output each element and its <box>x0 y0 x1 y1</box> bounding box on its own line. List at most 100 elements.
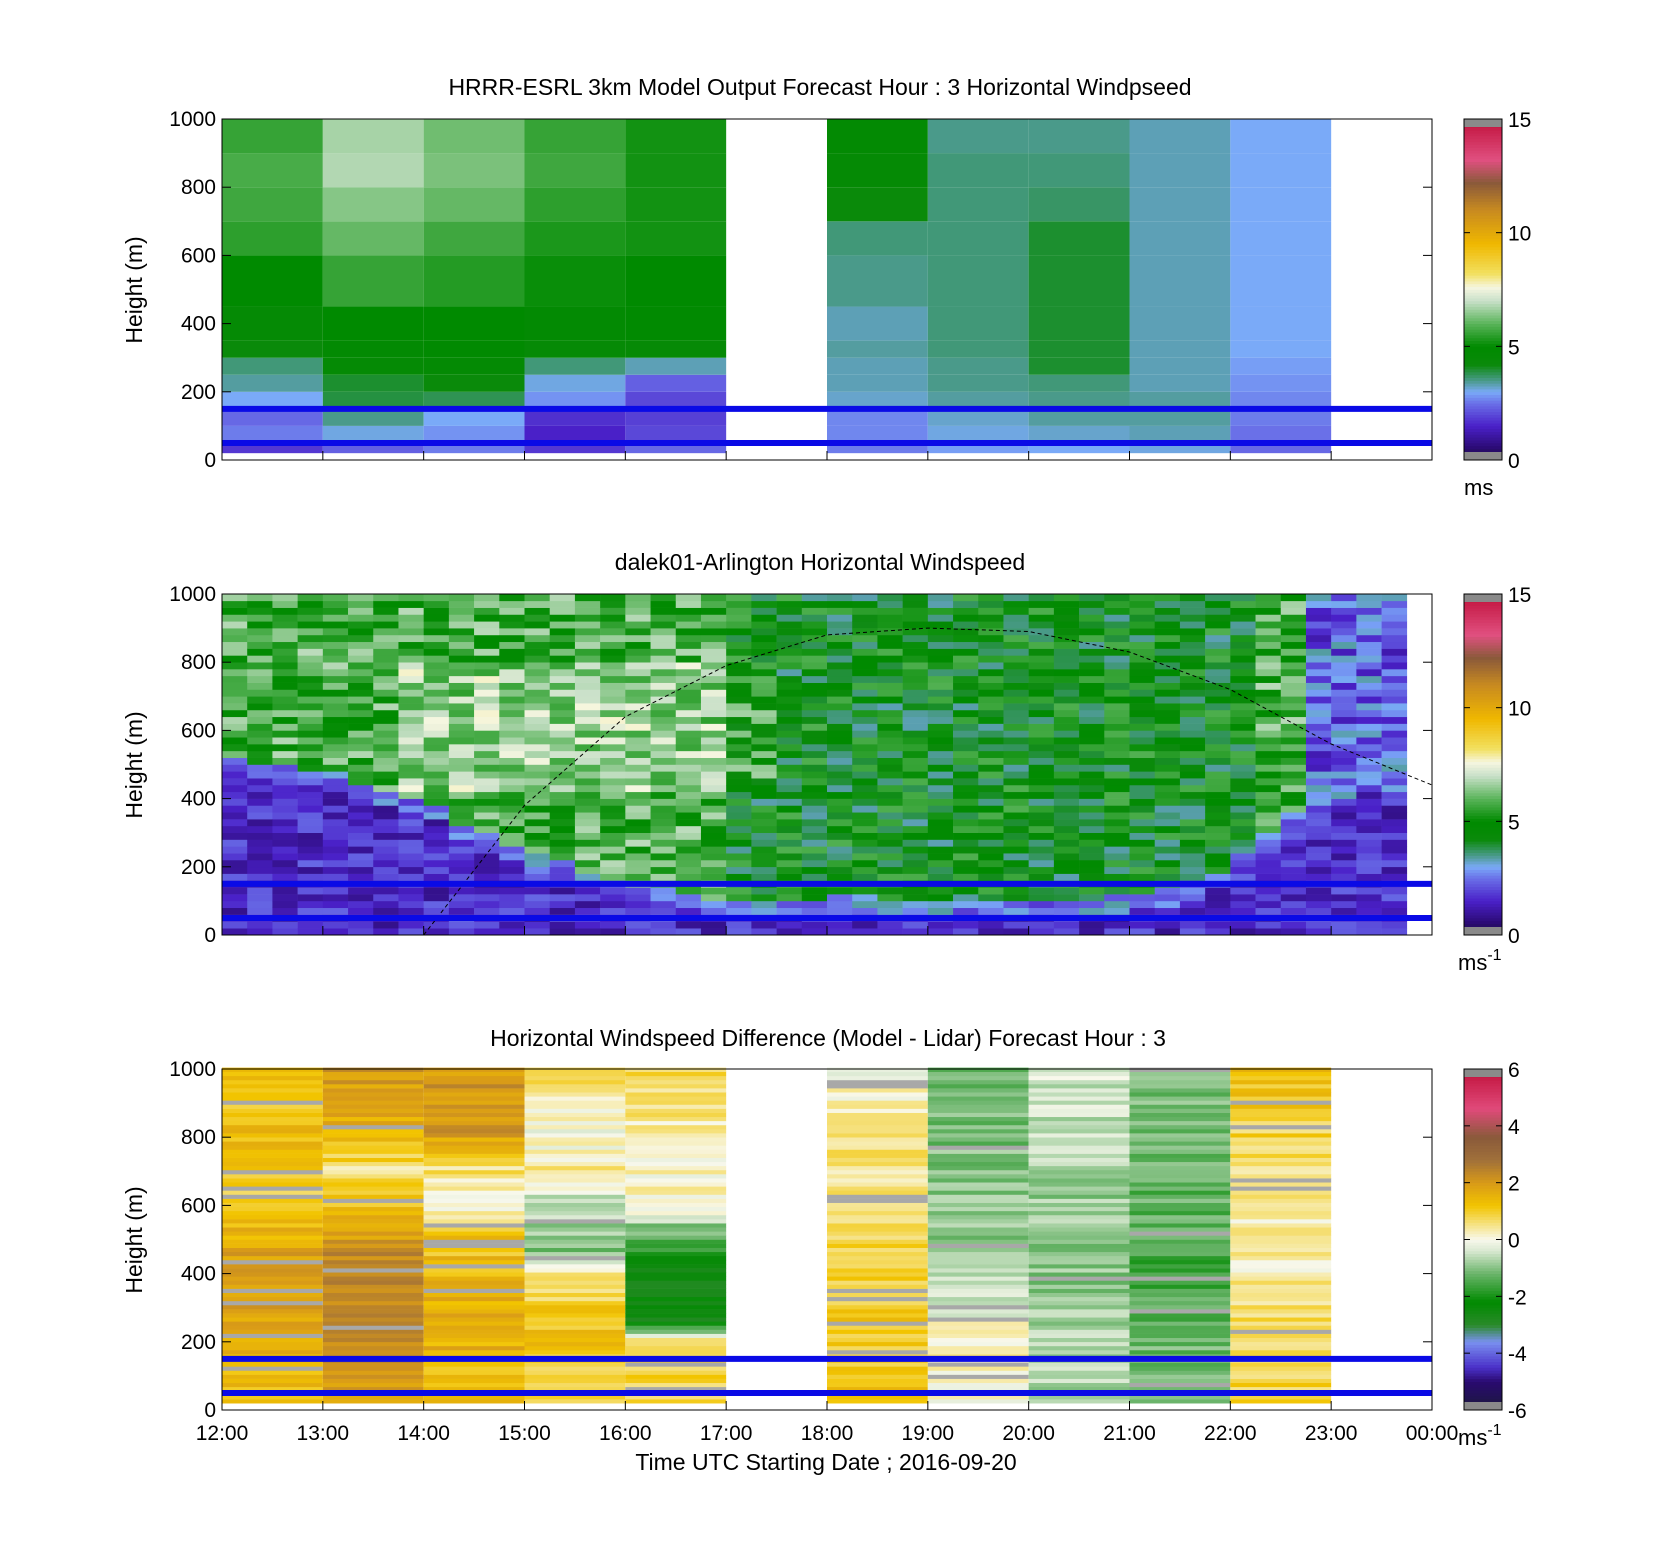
lidar-cell <box>1129 750 1156 758</box>
lidar-cell <box>751 682 777 690</box>
lidar-cell <box>398 662 424 670</box>
lidar-cell <box>726 696 752 704</box>
difference-cell <box>1028 1190 1130 1195</box>
colorbar-overflow-bottom <box>1464 1402 1502 1410</box>
lidar-cell <box>827 709 853 718</box>
difference-cell <box>524 1276 626 1281</box>
lidar-cell <box>1356 669 1382 677</box>
colorbar-segment <box>1464 900 1502 905</box>
lidar-cell <box>650 669 677 677</box>
difference-cell <box>827 1145 928 1150</box>
colorbar-segment <box>1464 727 1502 731</box>
difference-cell <box>1230 1108 1332 1113</box>
lidar-cell <box>827 887 853 895</box>
lidar-cell <box>1003 894 1029 902</box>
difference-cell <box>625 1100 727 1105</box>
difference-cell <box>625 1149 727 1154</box>
lidar-cell <box>600 825 626 833</box>
lidar-cell <box>348 621 374 629</box>
lidar-cell <box>398 928 424 936</box>
lidar-cell <box>1079 723 1105 731</box>
colorbar-segment <box>1464 329 1502 333</box>
lidar-cell <box>776 819 803 827</box>
lidar-cell <box>827 750 853 758</box>
lidar-cell <box>549 662 576 670</box>
lidar-cell <box>1079 846 1105 854</box>
lidar-cell <box>625 778 651 786</box>
lidar-cell <box>1356 866 1382 874</box>
lidar-cell <box>1255 832 1282 840</box>
lidar-cell <box>373 594 399 602</box>
difference-cell <box>827 1092 928 1097</box>
lidar-cell <box>801 778 828 786</box>
difference-cell <box>423 1268 525 1273</box>
lidar-cell <box>1205 825 1231 833</box>
lidar-cell <box>222 737 248 745</box>
lidar-cell <box>827 607 853 615</box>
lidar-cell <box>600 832 626 840</box>
lidar-cell <box>953 873 979 881</box>
lidar-cell <box>927 750 954 758</box>
lidar-cell <box>423 784 450 793</box>
colorbar-tick-label: 6 <box>1508 1059 1520 1082</box>
lidar-cell <box>953 825 979 833</box>
lidar-cell <box>1154 614 1181 622</box>
colorbar-segment <box>1464 1219 1502 1223</box>
lidar-cell <box>1053 798 1080 806</box>
colorbar-segment <box>1464 863 1502 868</box>
lidar-cell <box>1053 730 1080 738</box>
lidar-cell <box>978 648 1004 656</box>
lidar-cell <box>1104 607 1130 615</box>
lidar-cell <box>927 839 954 847</box>
lidar-cell <box>1255 812 1282 820</box>
lidar-cell <box>348 900 374 909</box>
difference-cell <box>524 1317 626 1322</box>
difference-cell <box>927 1223 1029 1228</box>
lidar-cell <box>1053 641 1080 649</box>
difference-cell <box>1129 1288 1231 1293</box>
lidar-cell <box>322 791 349 799</box>
lidar-cell <box>1205 709 1231 718</box>
lidar-cell <box>1003 819 1029 827</box>
colorbar-segment <box>1464 719 1502 723</box>
colorbar-segment <box>1464 303 1502 307</box>
difference-cell <box>222 1362 323 1367</box>
lidar-cell <box>348 723 374 731</box>
lidar-cell <box>297 696 324 704</box>
lidar-cell <box>322 805 349 813</box>
lidar-cell <box>1179 900 1206 909</box>
lidar-cell <box>1104 805 1130 813</box>
model-cell <box>827 425 928 443</box>
lidar-cell <box>1104 757 1130 765</box>
lidar-cell <box>852 791 878 799</box>
difference-cell <box>1230 1337 1332 1343</box>
difference-cell <box>1129 1169 1231 1175</box>
difference-cell <box>423 1067 525 1073</box>
lidar-cell <box>398 744 424 752</box>
lidar-cell <box>751 784 777 793</box>
difference-cell <box>1129 1071 1231 1077</box>
colorbar-segment <box>1464 613 1502 618</box>
lidar-cell <box>1305 594 1332 602</box>
lidar-cell <box>373 853 399 861</box>
lidar-cell <box>574 669 601 677</box>
lidar-cell <box>852 696 878 704</box>
lidar-cell <box>448 716 475 724</box>
model-cell <box>423 442 525 454</box>
difference-cell <box>322 1088 424 1093</box>
lidar-cell <box>1356 689 1382 697</box>
model-cell <box>827 442 928 454</box>
lidar-cell <box>549 825 576 833</box>
y-tick-label: 600 <box>181 244 216 267</box>
lidar-cell <box>1205 750 1231 758</box>
lidar-cell <box>852 648 878 656</box>
lidar-cell <box>423 682 450 690</box>
model-cell <box>1230 374 1332 392</box>
lidar-cell <box>1028 737 1055 745</box>
lidar-cell <box>222 648 248 656</box>
colorbar-segment <box>1464 639 1502 643</box>
difference-cell <box>625 1399 727 1404</box>
lidar-cell <box>927 669 954 677</box>
lidar-cell <box>1154 621 1181 629</box>
difference-cell <box>1028 1120 1130 1126</box>
